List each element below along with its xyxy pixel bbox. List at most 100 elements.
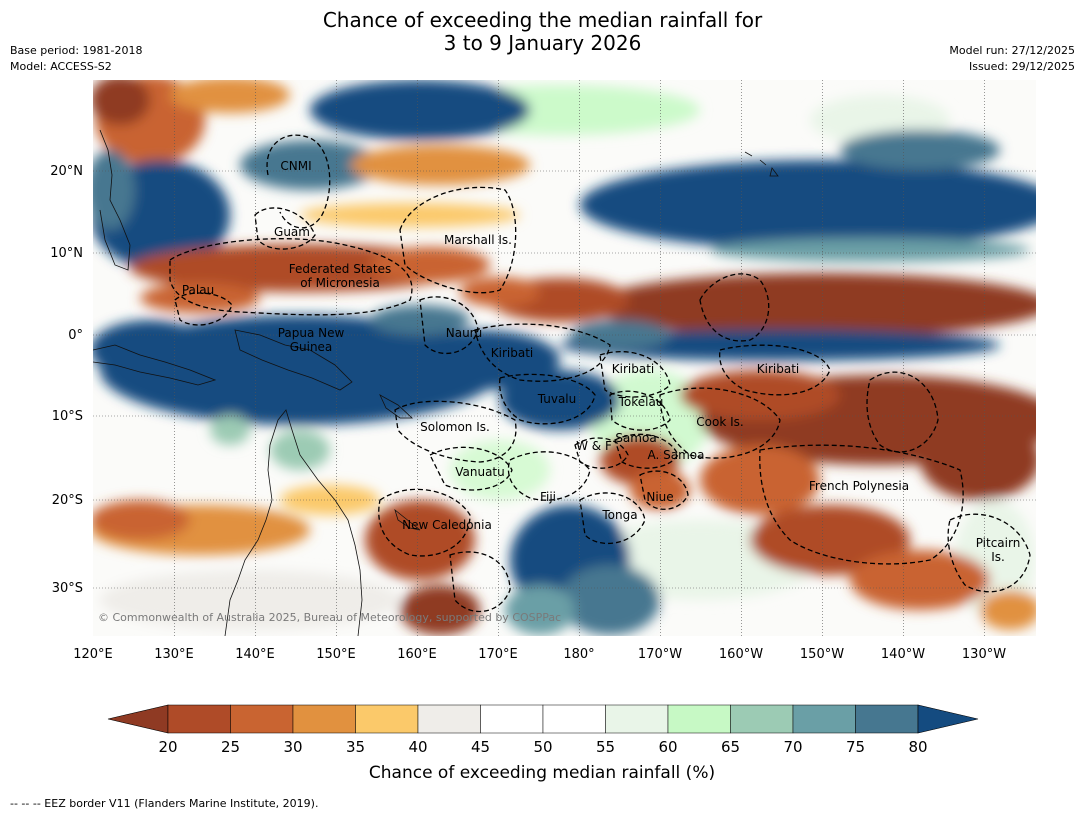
- latitude-label: 10°S: [52, 409, 83, 424]
- region-label-kiribati2: Kiribati: [612, 362, 654, 376]
- colorbar-tick-labels: 20 25 30 35 40 45 50 55 60 65 70 75 80: [158, 738, 927, 756]
- region-label-line: Fiji: [540, 490, 556, 504]
- region-label-kiribati3: Kiribati: [757, 362, 799, 376]
- colorbar-bin: [417, 704, 481, 734]
- region-label-line: Cook Is.: [696, 415, 743, 429]
- colorbar-tick-label: 35: [346, 738, 365, 756]
- region-label-line: New Caledonia: [402, 518, 492, 532]
- region-label-line: Kiribati: [491, 346, 533, 360]
- colorbar-tick-label: 25: [221, 738, 240, 756]
- region-label-line: Kiribati: [612, 362, 654, 376]
- region-label-cook: Cook Is.: [696, 415, 743, 429]
- indonesia-coast: [93, 344, 217, 386]
- colorbar-tick-label: 65: [721, 738, 740, 756]
- region-label-png: Papua New Guinea: [278, 326, 345, 354]
- colorbar-tick-label: 40: [408, 738, 427, 756]
- eez-borders: [169, 134, 1031, 613]
- region-label-line: Pitcairn: [976, 536, 1021, 550]
- region-label-cnmi: CNMI: [280, 159, 311, 173]
- colorbar: [107, 704, 979, 734]
- eez-footnote: -- -- -- EEZ border V11 (Flanders Marine…: [10, 797, 319, 810]
- rainfall-map-figure: © Commonwealth of Australia 2025, Bureau…: [50, 80, 1036, 783]
- colorbar-tick-label: 75: [846, 738, 865, 756]
- region-labels: CNMI Guam Marshall Is. Federated States of M…: [182, 159, 1020, 564]
- longitude-label: 180°: [563, 647, 594, 662]
- region-label-line: Papua New: [278, 326, 345, 340]
- colorbar-bin: [292, 704, 356, 734]
- colorbar-bin: [480, 704, 544, 734]
- region-label-guam: Guam: [274, 225, 310, 239]
- region-label-frpoly: French Polynesia: [809, 479, 909, 493]
- region-label-line: A. Samoa: [648, 448, 705, 462]
- colorbar-bin: [730, 704, 794, 734]
- region-label-line: Nauru: [446, 326, 482, 340]
- model-text: Model: ACCESS-S2: [10, 60, 112, 73]
- colorbar-tick-label: 50: [533, 738, 552, 756]
- region-label-line: Marshall Is.: [444, 233, 512, 247]
- colorbar-bin: [605, 704, 669, 734]
- longitude-label: 140°E: [235, 647, 275, 662]
- region-label-line: of Micronesia: [300, 276, 380, 290]
- longitude-label: 150°W: [800, 647, 844, 662]
- region-label-pitcairn: Pitcairn Is.: [976, 536, 1021, 564]
- region-label-fsm: Federated States of Micronesia: [289, 262, 391, 290]
- chart-title-line1: Chance of exceeding the median rainfall …: [322, 8, 763, 32]
- region-label-line: Tonga: [601, 508, 637, 522]
- colorbar-label: Chance of exceeding median rainfall (%): [369, 763, 715, 783]
- colorbar-tick-label: 60: [658, 738, 677, 756]
- model-run-text: Model run: 27/12/2025: [949, 44, 1075, 57]
- philippines-coast: [99, 129, 131, 271]
- region-label-kiribati1: Kiribati: [491, 346, 533, 360]
- region-label-line: Samoa: [615, 431, 656, 445]
- longitude-label: 160°W: [719, 647, 763, 662]
- longitude-label: 130°W: [962, 647, 1006, 662]
- colorbar-under-arrow: [107, 704, 169, 734]
- australia-coast: [224, 409, 363, 636]
- region-label-marshall: Marshall Is.: [444, 233, 512, 247]
- meta-left: Base period: 1981-2018 Model: ACCESS-S2: [10, 43, 142, 75]
- copyright-notice: © Commonwealth of Australia 2025, Bureau…: [98, 611, 561, 624]
- issued-text: Issued: 29/12/2025: [968, 60, 1075, 73]
- region-label-fiji: Fiji: [540, 490, 556, 504]
- region-label-line: Tokelau: [618, 395, 664, 409]
- region-label-palau: Palau: [182, 283, 214, 297]
- region-label-vanuatu: Vanuatu: [455, 465, 505, 479]
- colorbar-tick-label: 45: [471, 738, 490, 756]
- region-label-line: Guam: [274, 225, 310, 239]
- region-label-tokelau: Tokelau: [618, 395, 664, 409]
- region-label-line: Tuvalu: [537, 392, 577, 406]
- region-label-line: Vanuatu: [455, 465, 505, 479]
- latitude-label: 20°S: [52, 493, 83, 508]
- colorbar-tick-label: 70: [783, 738, 802, 756]
- coastlines: [93, 129, 779, 636]
- colorbar-tick-label: 20: [158, 738, 177, 756]
- colorbar-bin: [855, 704, 919, 734]
- longitude-label: 120°E: [73, 647, 113, 662]
- region-label-newcal: New Caledonia: [402, 518, 492, 532]
- region-label-nauru: Nauru: [446, 326, 482, 340]
- new-caledonia-coast: [394, 508, 421, 531]
- longitude-label: 150°E: [316, 647, 356, 662]
- latitude-label: 20°N: [50, 164, 83, 179]
- region-label-line: Guinea: [290, 340, 333, 354]
- base-period-text: Base period: 1981-2018: [10, 44, 143, 57]
- region-label-line: Niue: [646, 490, 673, 504]
- region-label-line: Federated States: [289, 262, 391, 276]
- colorbar-tick-label: 80: [908, 738, 927, 756]
- colorbar-bin: [167, 704, 231, 734]
- colorbar-tick-label: 55: [596, 738, 615, 756]
- hawaii-coast: [744, 151, 779, 177]
- graticule: [93, 80, 1036, 636]
- region-label-samoa: Samoa: [615, 431, 656, 445]
- longitude-label: 170°E: [478, 647, 518, 662]
- region-label-line: Is.: [991, 550, 1005, 564]
- region-label-line: W & F: [576, 439, 612, 453]
- colorbar-bin: [230, 704, 294, 734]
- region-label-niue: Niue: [646, 490, 673, 504]
- region-label-asamoa: A. Samoa: [648, 448, 705, 462]
- colorbar-bin: [542, 704, 606, 734]
- longitude-label: 140°W: [881, 647, 925, 662]
- longitude-label: 130°E: [154, 647, 194, 662]
- longitude-label: 160°E: [397, 647, 437, 662]
- region-label-wf: W & F: [576, 439, 612, 453]
